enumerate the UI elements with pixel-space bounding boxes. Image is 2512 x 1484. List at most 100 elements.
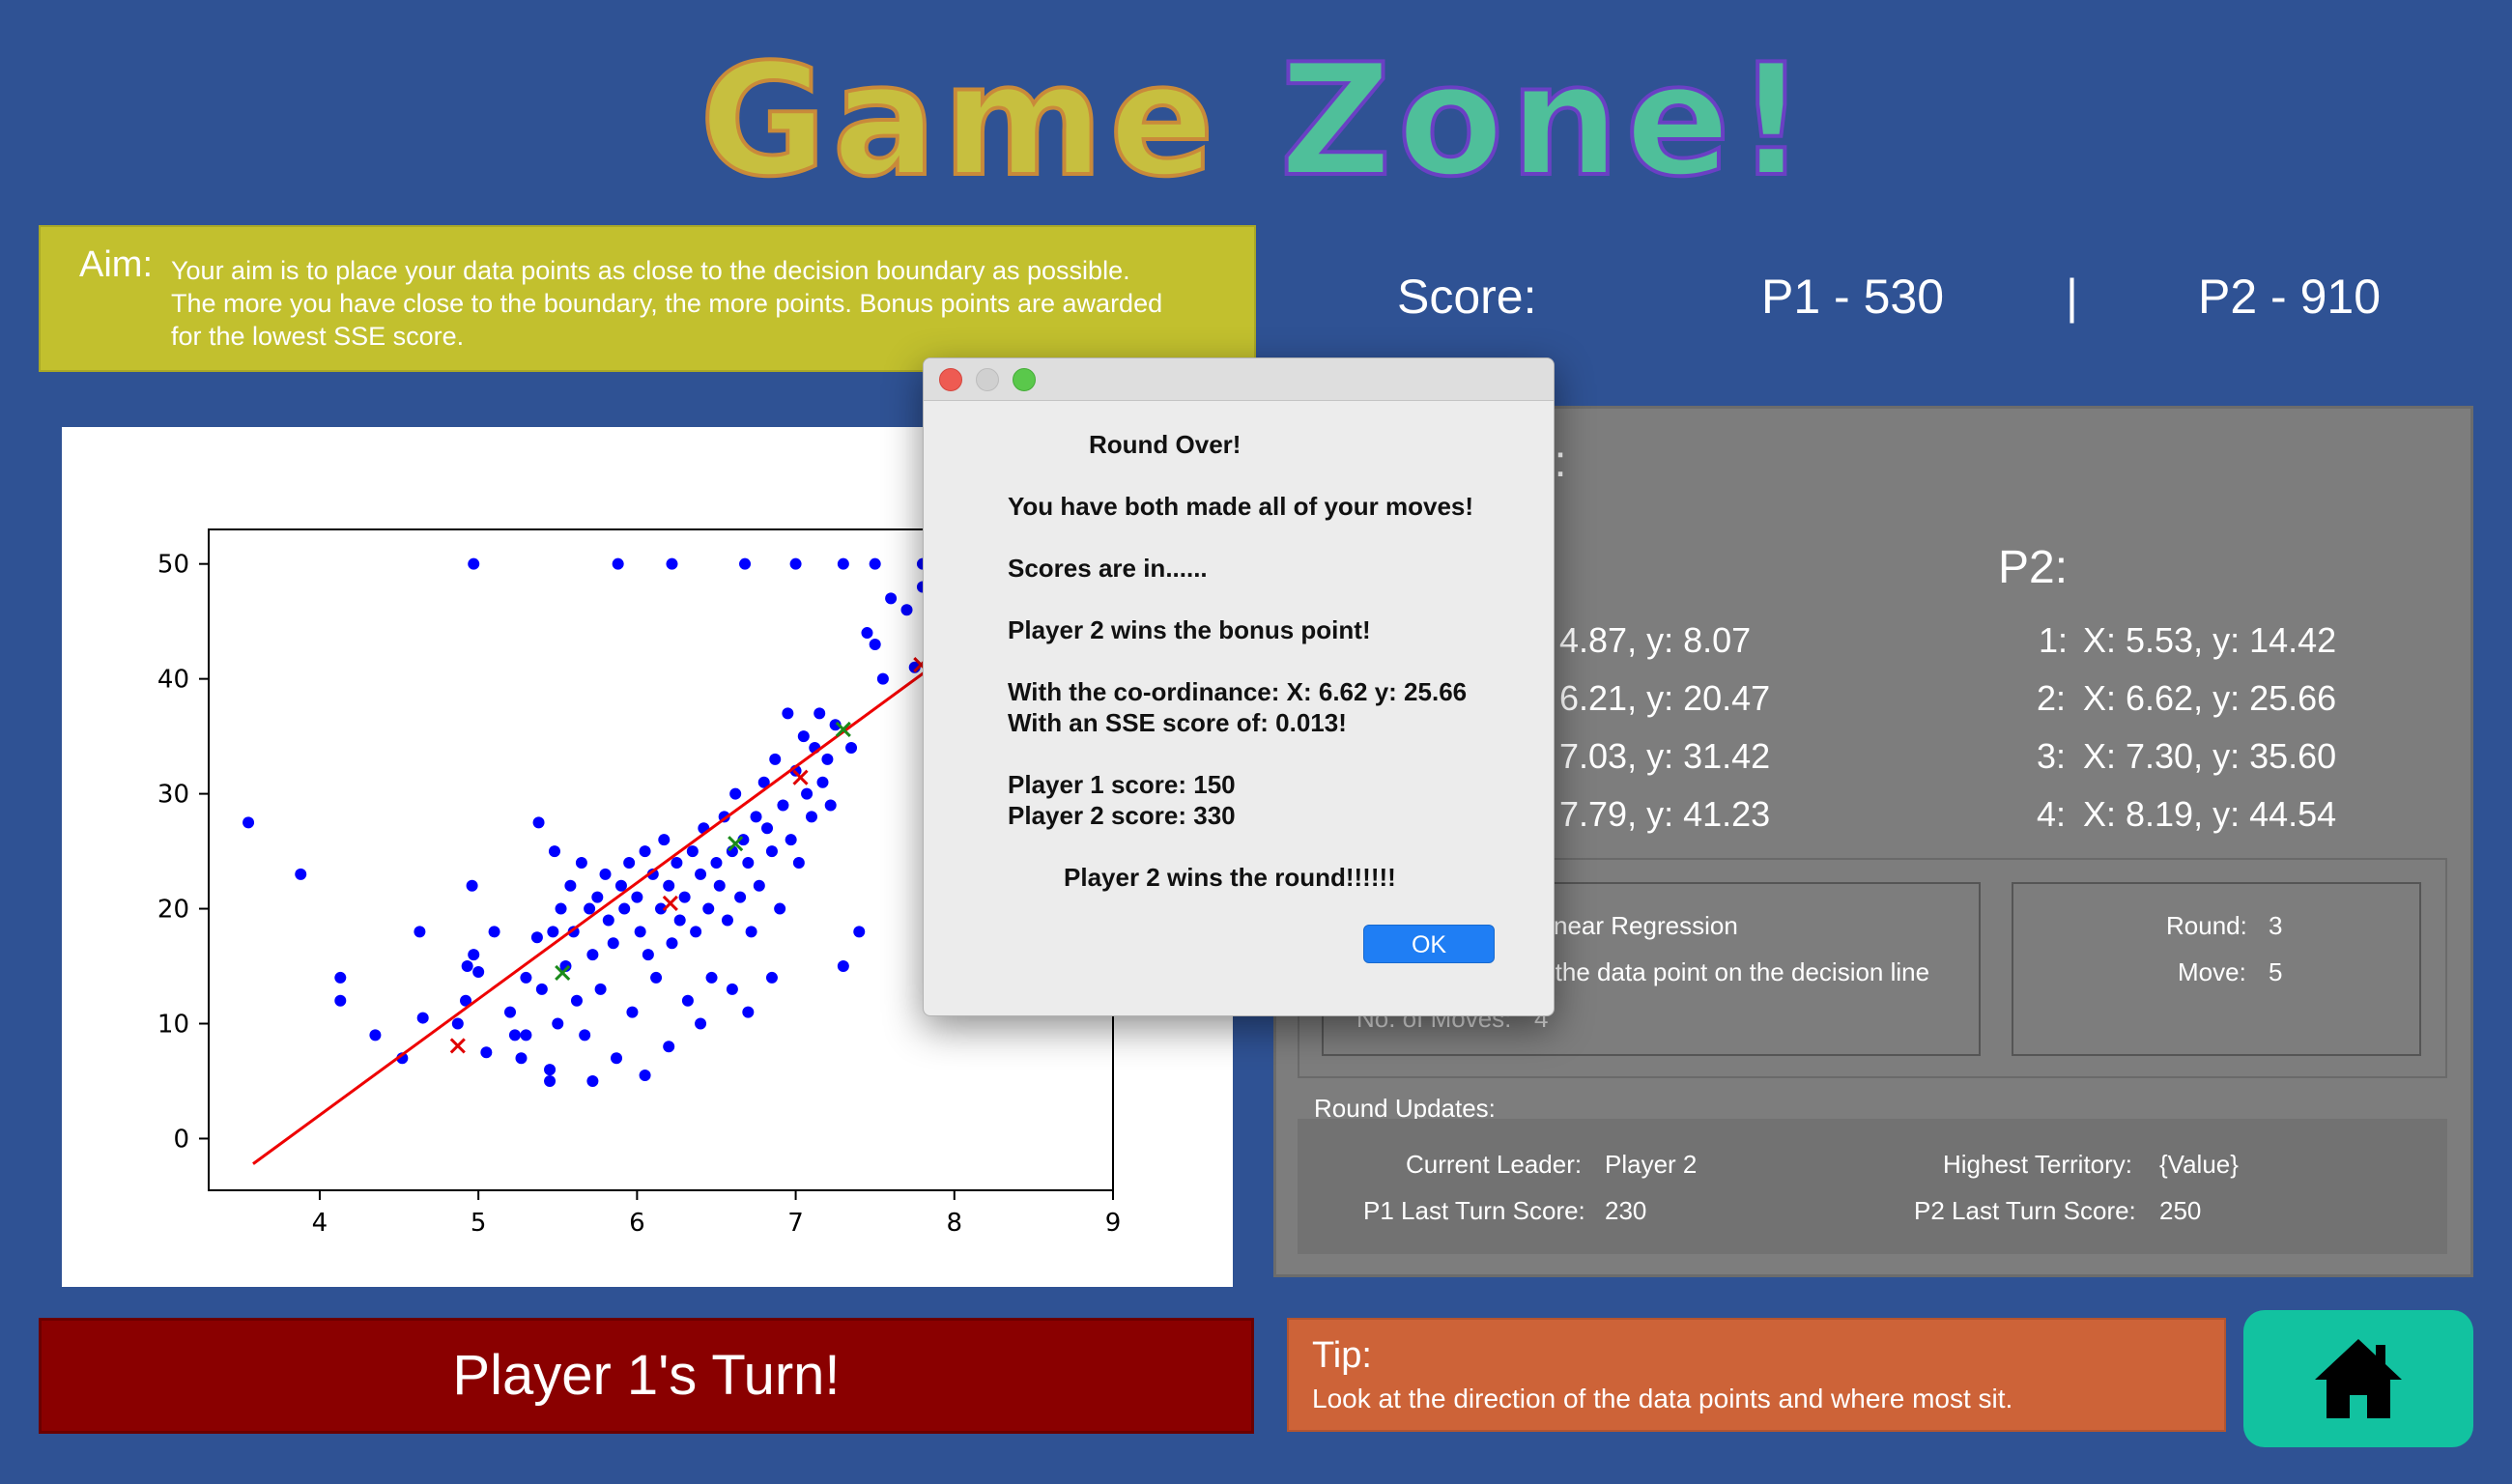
data-point — [532, 816, 545, 829]
aim-text: Your aim is to place your data points as… — [171, 254, 1243, 353]
data-point — [824, 799, 837, 812]
score-label: Score: — [1397, 270, 1537, 324]
data-point — [544, 1064, 557, 1076]
p2-last-score-value: 250 — [2159, 1196, 2202, 1225]
data-point — [618, 902, 631, 915]
y-tick-label: 10 — [157, 1011, 189, 1040]
data-point — [599, 868, 612, 880]
y-tick-label: 30 — [157, 781, 189, 810]
data-point — [739, 557, 752, 570]
data-point — [742, 1006, 755, 1018]
y-tick-label: 0 — [173, 1125, 189, 1154]
data-point — [586, 1074, 599, 1087]
data-point — [451, 1017, 464, 1030]
scatter-plot[interactable]: 4 5 6 7 8 9 0 10 20 30 40 50 — [62, 427, 1233, 1287]
data-point — [646, 868, 659, 880]
dialog-line-5: With an SSE score of: 0.013! — [1008, 708, 1347, 737]
data-point — [729, 787, 742, 800]
data-point — [837, 960, 849, 973]
data-point — [761, 822, 774, 835]
dialog-titlebar — [924, 358, 1554, 401]
data-point — [461, 960, 473, 973]
data-point — [690, 926, 702, 938]
score-p1: P1 - 530 — [1761, 270, 1945, 324]
data-point — [520, 971, 532, 984]
tip-label: Tip: — [1312, 1335, 1372, 1376]
home-icon — [2315, 1339, 2402, 1418]
p2-move-1: X: 5.53, y: 14.42 — [2083, 620, 2337, 660]
data-point — [626, 1006, 639, 1018]
data-point — [777, 799, 789, 812]
p1-move-marker — [449, 1038, 466, 1054]
zoom-window-button[interactable] — [1013, 368, 1036, 391]
data-point — [686, 845, 699, 858]
p2-move-marker — [555, 964, 571, 981]
y-tick-label: 40 — [157, 666, 189, 695]
data-point — [591, 891, 604, 903]
data-point — [614, 879, 627, 892]
data-point — [564, 879, 577, 892]
data-point — [861, 627, 873, 640]
data-point — [695, 868, 707, 880]
y-tick-label: 20 — [157, 896, 189, 925]
tip-panel: Tip: Look at the direction of the data p… — [1287, 1318, 2226, 1432]
data-point — [816, 776, 829, 788]
dialog-line-7: Player 2 score: 330 — [1008, 801, 1236, 830]
data-point — [559, 960, 572, 973]
data-point — [876, 672, 889, 685]
data-point — [713, 879, 726, 892]
data-point — [750, 811, 762, 823]
aim-line-1: Your aim is to place your data points as… — [171, 256, 1130, 285]
x-tick-label: 9 — [1105, 1209, 1122, 1238]
round-updates-label: Round Updates: — [1314, 1094, 1496, 1123]
ok-button[interactable]: OK — [1363, 925, 1495, 963]
data-point — [488, 926, 500, 938]
data-point — [466, 879, 478, 892]
data-point — [821, 753, 834, 765]
p2-move-1-num: 1: — [2039, 620, 2069, 660]
data-point — [695, 1017, 707, 1030]
current-leader-label: Current Leader: — [1406, 1150, 1583, 1179]
turn-banner: Player 1's Turn! — [39, 1318, 1254, 1434]
data-point — [607, 937, 619, 950]
home-button[interactable] — [2243, 1310, 2473, 1447]
data-point — [663, 879, 675, 892]
data-point — [555, 902, 567, 915]
data-point — [530, 931, 543, 944]
p2-move-3: X: 7.30, y: 35.60 — [2083, 736, 2337, 776]
data-point — [586, 949, 599, 961]
data-point — [829, 719, 842, 731]
score-separator: | — [2066, 270, 2078, 324]
data-point — [468, 557, 480, 570]
data-point — [642, 949, 654, 961]
round-value: 3 — [2269, 911, 2283, 940]
p2-move-marker — [728, 836, 744, 852]
x-axis: 4 5 6 7 8 9 — [312, 1190, 1122, 1238]
data-point — [671, 856, 683, 869]
p2-move-marker — [835, 721, 851, 738]
dialog-line-3: Player 2 wins the bonus point! — [1008, 615, 1371, 644]
x-tick-label: 6 — [629, 1209, 645, 1238]
title-word-game: Game — [698, 30, 1220, 211]
data-point — [508, 1029, 521, 1042]
round-updates-box: Current Leader: Player 2 Highest Territo… — [1298, 1119, 2447, 1254]
data-point — [792, 856, 805, 869]
data-point — [504, 1006, 516, 1018]
dialog-line-4: With the co-ordinance: X: 6.62 y: 25.66 — [1008, 677, 1468, 706]
close-window-button[interactable] — [939, 368, 962, 391]
current-leader-value: Player 2 — [1605, 1150, 1698, 1179]
data-point — [570, 994, 583, 1007]
minimize-window-button[interactable] — [976, 368, 999, 391]
y-axis: 0 10 20 30 40 50 — [157, 551, 209, 1154]
dialog-line-2: Scores are in...... — [1008, 554, 1208, 583]
data-point — [460, 994, 472, 1007]
data-point — [885, 592, 898, 605]
data-point — [797, 730, 810, 743]
x-tick-label: 5 — [471, 1209, 487, 1238]
round-label: Round: — [2166, 911, 2247, 940]
data-point — [769, 753, 782, 765]
data-point — [666, 937, 678, 950]
data-point — [806, 811, 817, 823]
data-point — [702, 902, 715, 915]
data-point — [535, 983, 548, 995]
